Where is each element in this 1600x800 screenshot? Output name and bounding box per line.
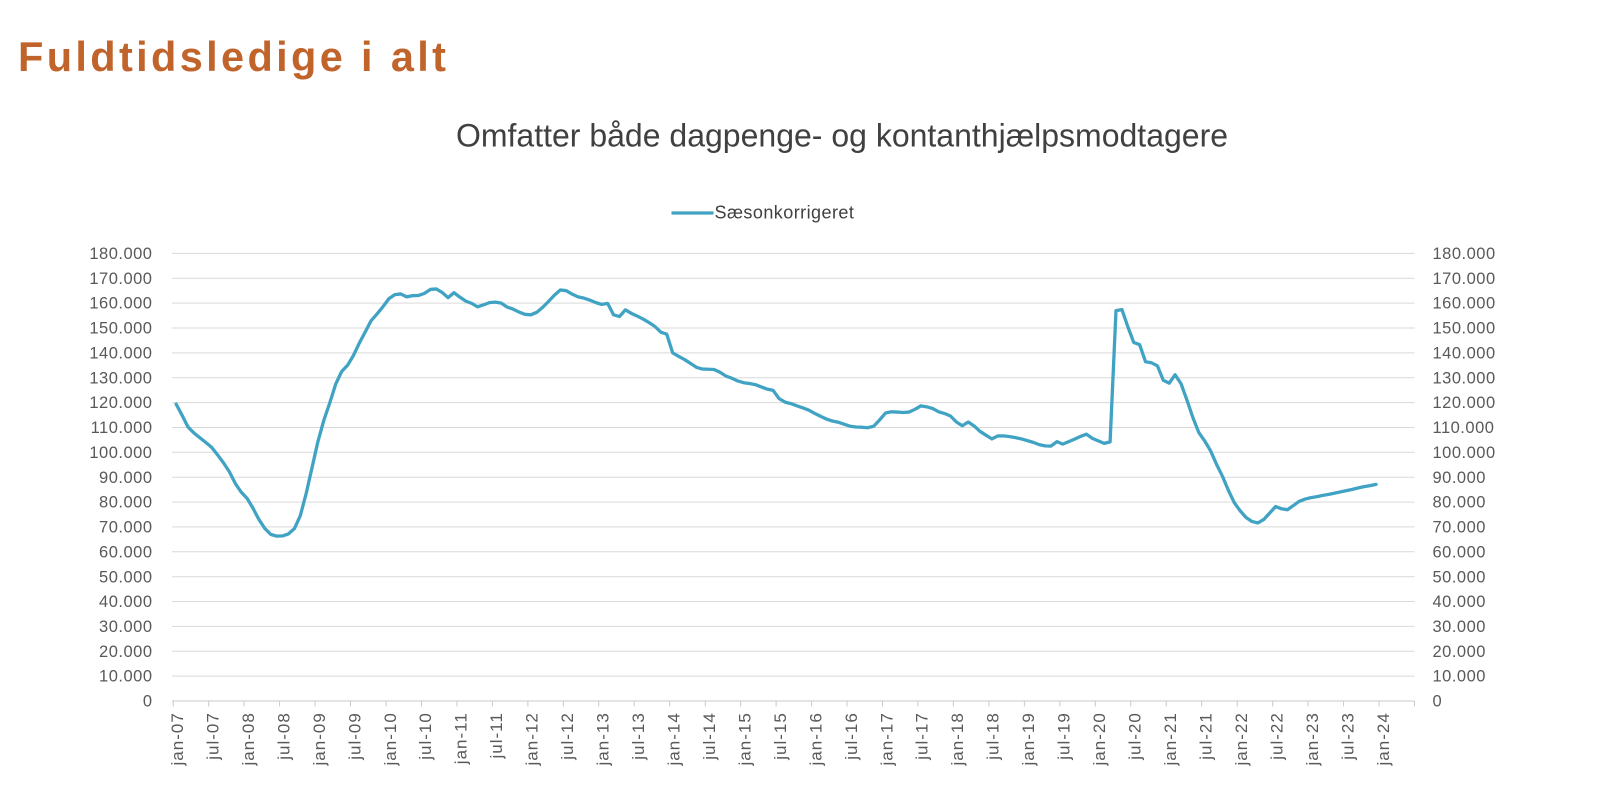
svg-text:jul-10: jul-10 [416, 712, 435, 761]
svg-text:jul-21: jul-21 [1196, 712, 1215, 761]
svg-text:jul-14: jul-14 [700, 712, 719, 761]
svg-text:Sæsonkorrigeret: Sæsonkorrigeret [715, 203, 855, 223]
svg-text:40.000: 40.000 [99, 593, 152, 611]
svg-text:jan-07: jan-07 [168, 712, 187, 766]
svg-text:jan-08: jan-08 [239, 712, 258, 766]
svg-text:80.000: 80.000 [1433, 494, 1486, 512]
svg-text:jul-19: jul-19 [1055, 712, 1074, 761]
svg-text:30.000: 30.000 [99, 618, 152, 636]
svg-text:jan-23: jan-23 [1303, 712, 1322, 766]
svg-text:jan-16: jan-16 [806, 712, 825, 766]
svg-text:jul-07: jul-07 [203, 712, 222, 761]
svg-text:60.000: 60.000 [1433, 543, 1486, 561]
svg-text:180.000: 180.000 [1433, 245, 1496, 263]
svg-text:140.000: 140.000 [1433, 345, 1496, 363]
svg-text:20.000: 20.000 [99, 643, 152, 661]
svg-text:jan-24: jan-24 [1374, 712, 1393, 766]
svg-text:jul-23: jul-23 [1338, 712, 1357, 761]
svg-text:jul-09: jul-09 [345, 712, 364, 761]
svg-text:jul-11: jul-11 [487, 712, 506, 759]
svg-text:100.000: 100.000 [89, 444, 152, 462]
svg-text:jan-21: jan-21 [1161, 712, 1180, 766]
svg-text:50.000: 50.000 [1433, 568, 1486, 586]
svg-text:jul-16: jul-16 [842, 712, 861, 761]
svg-text:10.000: 10.000 [1433, 668, 1486, 686]
svg-text:100.000: 100.000 [1433, 444, 1496, 462]
svg-text:jan-14: jan-14 [664, 712, 683, 766]
svg-text:jan-20: jan-20 [1090, 712, 1109, 766]
svg-text:120.000: 120.000 [89, 394, 152, 412]
svg-text:90.000: 90.000 [1433, 469, 1486, 487]
svg-text:10.000: 10.000 [99, 668, 152, 686]
svg-text:0: 0 [1433, 693, 1443, 711]
svg-text:170.000: 170.000 [1433, 270, 1496, 288]
svg-text:jan-17: jan-17 [877, 712, 896, 766]
svg-text:170.000: 170.000 [89, 270, 152, 288]
svg-text:160.000: 160.000 [89, 295, 152, 313]
svg-text:90.000: 90.000 [99, 469, 152, 487]
svg-text:110.000: 110.000 [91, 419, 153, 437]
svg-text:180.000: 180.000 [89, 245, 152, 263]
svg-text:130.000: 130.000 [1433, 369, 1496, 387]
svg-text:jul-15: jul-15 [771, 712, 790, 761]
svg-text:20.000: 20.000 [1433, 643, 1486, 661]
svg-text:130.000: 130.000 [89, 369, 152, 387]
svg-text:140.000: 140.000 [89, 345, 152, 363]
svg-text:80.000: 80.000 [99, 494, 152, 512]
svg-text:40.000: 40.000 [1433, 593, 1486, 611]
svg-text:150.000: 150.000 [1433, 320, 1496, 338]
svg-text:jul-18: jul-18 [984, 712, 1003, 761]
svg-text:70.000: 70.000 [1433, 519, 1486, 537]
svg-text:jul-13: jul-13 [629, 712, 648, 761]
svg-text:150.000: 150.000 [89, 320, 152, 338]
svg-text:jul-12: jul-12 [558, 712, 577, 761]
svg-text:jan-11: jan-11 [452, 712, 471, 765]
svg-text:jan-09: jan-09 [310, 712, 329, 766]
svg-text:30.000: 30.000 [1433, 618, 1486, 636]
svg-text:jul-08: jul-08 [274, 712, 293, 761]
svg-text:60.000: 60.000 [99, 543, 152, 561]
svg-text:110.000: 110.000 [1433, 419, 1495, 437]
svg-text:50.000: 50.000 [99, 568, 152, 586]
svg-text:120.000: 120.000 [1433, 394, 1496, 412]
svg-text:jan-12: jan-12 [523, 712, 542, 766]
svg-text:160.000: 160.000 [1433, 295, 1496, 313]
svg-text:jan-13: jan-13 [594, 712, 613, 766]
svg-text:0: 0 [143, 693, 153, 711]
svg-text:jan-10: jan-10 [381, 712, 400, 766]
svg-text:jul-22: jul-22 [1267, 712, 1286, 761]
svg-text:Omfatter både dagpenge- og kon: Omfatter både dagpenge- og kontanthjælps… [456, 118, 1228, 154]
svg-text:jul-20: jul-20 [1126, 712, 1145, 761]
svg-text:jul-17: jul-17 [913, 712, 932, 761]
svg-text:jan-15: jan-15 [735, 712, 754, 766]
svg-text:jan-22: jan-22 [1232, 712, 1251, 766]
svg-text:70.000: 70.000 [99, 519, 152, 537]
svg-text:jan-18: jan-18 [948, 712, 967, 766]
svg-text:jan-19: jan-19 [1019, 712, 1038, 766]
